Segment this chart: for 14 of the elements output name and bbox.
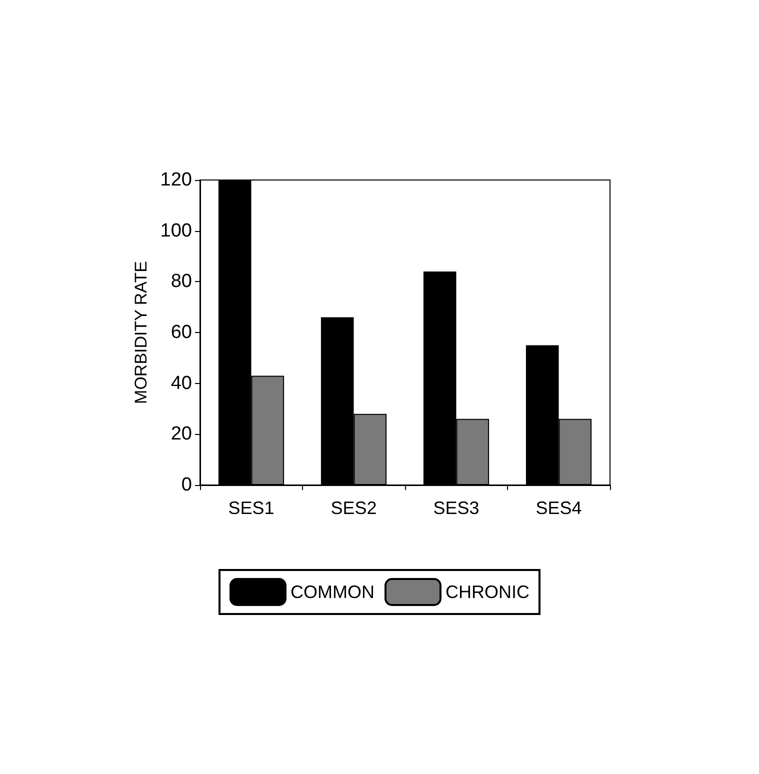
y-tick-label: 40 <box>170 372 192 394</box>
y-tick-label: 120 <box>160 170 192 190</box>
x-tick-label: SES1 <box>228 498 274 518</box>
legend-label: CHRONIC <box>445 582 530 602</box>
x-tick-label: SES2 <box>330 498 377 518</box>
y-tick-label: 100 <box>160 220 192 242</box>
y-tick-label: 80 <box>170 271 192 292</box>
x-tick-label: SES4 <box>536 498 582 518</box>
y-tick-label: 60 <box>170 322 192 343</box>
legend-label: COMMON <box>290 582 375 602</box>
y-tick-label: 0 <box>181 474 192 496</box>
y-axis-title: MORBIDITY RATE <box>131 261 150 404</box>
x-tick-label: SES3 <box>433 498 480 518</box>
y-tick-label: 20 <box>170 424 192 445</box>
